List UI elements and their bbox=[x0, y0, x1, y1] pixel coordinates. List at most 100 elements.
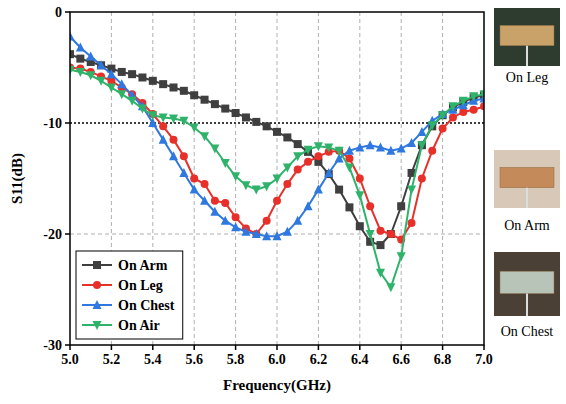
data-point bbox=[273, 197, 281, 205]
tick-mark bbox=[276, 345, 278, 350]
data-point bbox=[232, 213, 240, 221]
data-point bbox=[345, 163, 354, 172]
data-point bbox=[418, 175, 426, 183]
data-point bbox=[190, 175, 198, 183]
tick-mark bbox=[442, 345, 444, 350]
data-point bbox=[179, 168, 188, 177]
data-point bbox=[76, 55, 84, 63]
data-point bbox=[314, 142, 323, 151]
tick-label: 6.6 bbox=[392, 352, 410, 367]
grid-line bbox=[318, 12, 319, 345]
tick-label: 6.0 bbox=[268, 352, 286, 367]
tick-mark bbox=[65, 233, 70, 235]
data-point bbox=[107, 69, 116, 78]
legend-box bbox=[76, 251, 183, 339]
data-point bbox=[356, 175, 364, 183]
data-point bbox=[149, 77, 157, 85]
tick-label: 6.8 bbox=[434, 352, 452, 367]
legend-marker bbox=[93, 281, 101, 289]
tick-label: 0 bbox=[55, 5, 62, 20]
data-point bbox=[252, 118, 260, 126]
data-point bbox=[190, 91, 198, 99]
data-point bbox=[180, 87, 188, 95]
data-point bbox=[252, 229, 261, 238]
data-point bbox=[138, 105, 147, 114]
data-point bbox=[231, 172, 240, 181]
data-point bbox=[376, 142, 385, 151]
tick-mark bbox=[359, 345, 361, 350]
series-line bbox=[70, 68, 484, 240]
photo-antenna bbox=[500, 167, 554, 187]
data-point bbox=[314, 152, 322, 160]
photo-caption: On Arm bbox=[504, 218, 550, 233]
photo bbox=[494, 252, 560, 316]
data-point bbox=[304, 158, 312, 166]
tick-label: -10 bbox=[43, 116, 62, 131]
tick-mark bbox=[65, 122, 70, 124]
data-point bbox=[345, 146, 354, 155]
photo-caption: On Chest bbox=[501, 324, 554, 339]
data-point bbox=[397, 252, 406, 261]
data-point bbox=[407, 186, 416, 195]
tick-label: 7.0 bbox=[475, 352, 493, 367]
tick-label: 5.2 bbox=[103, 352, 121, 367]
photo bbox=[494, 8, 560, 66]
data-point bbox=[448, 102, 457, 111]
data-point bbox=[366, 202, 374, 210]
data-point bbox=[159, 135, 168, 144]
data-point bbox=[86, 51, 95, 60]
data-point bbox=[417, 141, 426, 150]
data-point bbox=[377, 227, 385, 235]
legend-label: On Leg bbox=[118, 278, 163, 293]
data-point bbox=[294, 140, 302, 148]
data-point bbox=[304, 146, 313, 155]
data-point bbox=[428, 121, 437, 130]
tick-label: -20 bbox=[43, 227, 62, 242]
legend-label: On Arm bbox=[118, 258, 168, 273]
data-point bbox=[345, 203, 353, 211]
data-point bbox=[200, 132, 209, 141]
data-point bbox=[428, 147, 436, 155]
data-point bbox=[252, 186, 261, 195]
tick-mark bbox=[152, 345, 154, 350]
data-point bbox=[159, 113, 168, 122]
x-axis-title: Frequency(GHz) bbox=[223, 377, 331, 394]
data-point bbox=[366, 140, 375, 149]
data-point bbox=[138, 73, 146, 81]
data-point bbox=[232, 109, 240, 117]
data-point bbox=[221, 159, 230, 168]
data-point bbox=[170, 83, 178, 91]
data-point bbox=[273, 231, 282, 240]
data-point bbox=[210, 207, 219, 216]
chart: 5.05.25.45.65.86.06.26.46.66.87.0-30-20-… bbox=[0, 0, 566, 404]
data-point bbox=[263, 122, 271, 130]
data-point bbox=[241, 181, 250, 190]
data-point bbox=[221, 199, 229, 207]
tick-mark bbox=[65, 11, 70, 13]
data-point bbox=[293, 216, 302, 225]
data-point bbox=[314, 185, 323, 194]
data-point bbox=[386, 146, 395, 155]
data-point bbox=[397, 202, 405, 210]
data-point bbox=[201, 96, 209, 104]
data-point bbox=[241, 227, 250, 236]
data-point bbox=[387, 230, 395, 238]
data-point bbox=[211, 100, 219, 108]
data-point bbox=[262, 182, 271, 191]
data-point bbox=[128, 70, 136, 78]
photo-caption: On Leg bbox=[506, 70, 548, 85]
data-point bbox=[283, 133, 291, 141]
plot-frame bbox=[70, 12, 484, 345]
data-point bbox=[459, 97, 468, 106]
legend: On ArmOn LegOn ChestOn Air bbox=[76, 251, 183, 339]
tick-mark bbox=[483, 345, 485, 350]
tick-label: 6.4 bbox=[351, 352, 369, 367]
data-point bbox=[170, 136, 178, 144]
data-point bbox=[263, 217, 271, 225]
data-point bbox=[283, 180, 291, 188]
series-line bbox=[70, 36, 484, 236]
tick-mark bbox=[400, 345, 402, 350]
data-point bbox=[201, 180, 209, 188]
data-point bbox=[283, 163, 292, 172]
data-point bbox=[262, 231, 271, 240]
